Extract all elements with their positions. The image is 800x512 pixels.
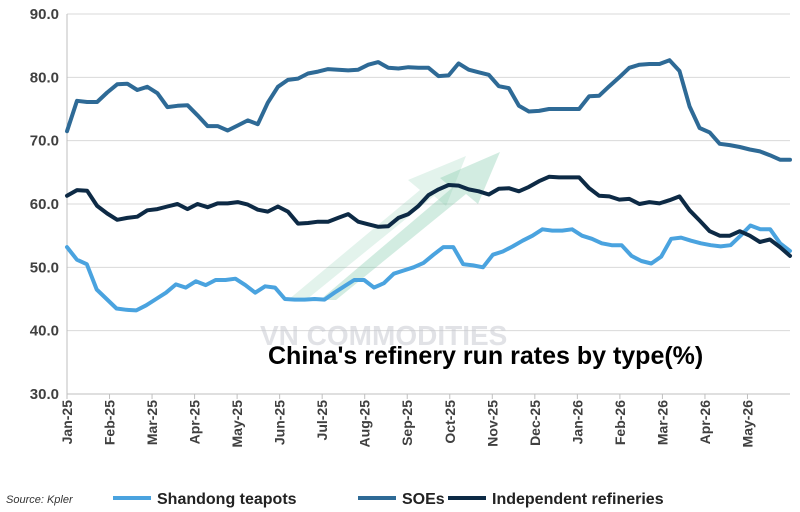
x-tick-label: Feb-26 [612,400,628,445]
x-tick-label: May-26 [739,400,755,448]
x-tick-label: Jun-25 [272,400,288,445]
independent-refineries-line [65,174,792,258]
legend-soes-label: SOEs [402,491,445,508]
legend-shandong-teapots-label: Shandong teapots [157,491,297,508]
x-tick-label: Apr-26 [697,400,713,445]
axes: 30.0 40.0 50.0 60.0 70.0 80.0 90.0 Jan-25 Feb-25… [30,6,790,447]
x-tick-label: Sep-25 [399,400,415,446]
y-tick-label: 90.0 [30,6,59,23]
x-tick-label: Mar-26 [654,400,670,445]
watermark-arrow-shape-back [262,156,466,300]
soes-line [65,58,792,162]
x-tick-label: Oct-25 [442,400,458,444]
gridlines [67,13,790,332]
x-tick-label: Jan-26 [569,400,585,445]
legend-independent-refineries-label: Independent refineries [492,491,664,508]
x-tick-label: Dec-25 [527,400,543,446]
y-tick-label: 40.0 [30,323,59,340]
x-tick-label: Nov-25 [484,400,500,447]
y-tick-label: 80.0 [30,69,59,86]
shandong-teapots-line [65,223,792,313]
watermark: VN COMMODITIES [260,152,507,351]
y-tick-label: 30.0 [30,386,59,403]
x-tick-label: Jul-25 [314,400,330,441]
x-tick-label: Jan-25 [59,400,75,445]
x-tick-label: May-25 [229,400,245,448]
legend: Shandong teapots SOEs Independent refineri… [113,491,664,508]
x-tick-label: Feb-25 [102,400,118,445]
watermark-text: VN COMMODITIES [260,320,507,351]
x-tick-label: Mar-25 [144,400,160,445]
x-tick-label: Apr-25 [187,400,203,445]
chart-title: China's refinery run rates by type(%) [268,342,703,370]
watermark-arrow-shape [292,152,500,300]
y-tick-label: 50.0 [30,259,59,276]
source-note: Source: Kpler [6,494,74,506]
y-tick-label: 70.0 [30,133,59,150]
y-tick-label: 60.0 [30,196,59,213]
series-lines [65,58,792,313]
x-tick-label: Aug-25 [357,400,373,448]
